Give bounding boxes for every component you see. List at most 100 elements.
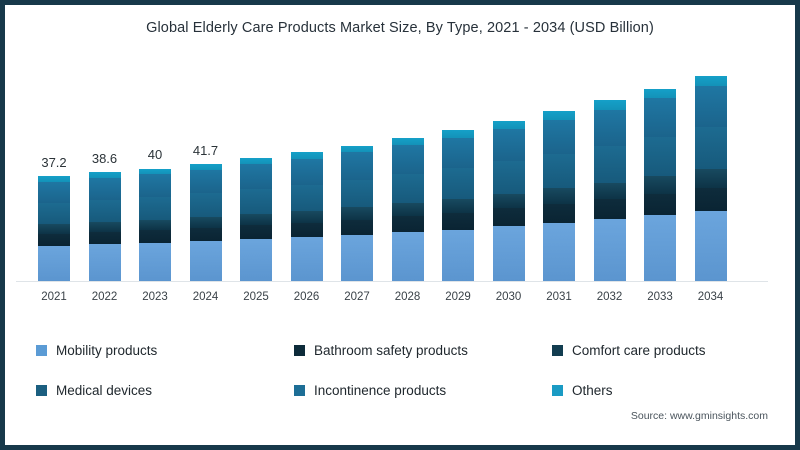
bar-segment[interactable] xyxy=(189,163,222,170)
bar-segment[interactable] xyxy=(391,203,424,217)
bar-segment[interactable] xyxy=(593,182,626,200)
legend-item-mobility-products[interactable]: Mobility products xyxy=(36,343,294,358)
bar-segment[interactable] xyxy=(88,222,121,233)
legend-item-comfort-care-products[interactable]: Comfort care products xyxy=(552,343,766,358)
bar-segment[interactable] xyxy=(644,98,676,137)
bar-segment[interactable] xyxy=(341,207,373,220)
bar-segment[interactable] xyxy=(694,187,727,211)
bar-segment[interactable] xyxy=(492,161,525,194)
stacked-bar[interactable] xyxy=(38,176,70,281)
bar-segment[interactable] xyxy=(139,196,171,220)
bar-segment[interactable] xyxy=(341,145,373,153)
bar-segment[interactable] xyxy=(240,214,272,226)
bar-segment[interactable] xyxy=(240,158,272,165)
bar-segment[interactable] xyxy=(139,242,171,281)
bar-segment[interactable] xyxy=(88,244,121,281)
bar-segment[interactable] xyxy=(492,208,525,227)
bar-segment[interactable] xyxy=(290,210,323,223)
bar-segment[interactable] xyxy=(543,203,575,224)
bar-segment[interactable] xyxy=(341,234,373,281)
bar-segment[interactable] xyxy=(139,230,171,243)
stacked-bar[interactable] xyxy=(139,168,171,281)
bar-segment[interactable] xyxy=(391,145,424,175)
bar-segment[interactable] xyxy=(644,215,676,281)
bar-segment[interactable] xyxy=(593,219,626,281)
bar-segment[interactable] xyxy=(139,219,171,231)
bar-segment[interactable] xyxy=(38,224,70,234)
bar-segment[interactable] xyxy=(442,137,474,168)
bar-segment[interactable] xyxy=(341,152,373,180)
bar-segment[interactable] xyxy=(543,119,575,154)
bar-segment[interactable] xyxy=(38,245,70,281)
bar-segment[interactable] xyxy=(543,153,575,189)
stacked-bar[interactable] xyxy=(341,145,373,281)
bar-segment[interactable] xyxy=(644,176,676,194)
bar-segment[interactable] xyxy=(88,232,121,245)
legend-item-incontinence-products[interactable]: Incontinence products xyxy=(294,383,552,398)
bar-segment[interactable] xyxy=(442,229,474,281)
bar-segment[interactable] xyxy=(442,212,474,230)
bar-segment[interactable] xyxy=(492,226,525,281)
stacked-bar[interactable] xyxy=(290,152,323,281)
bar-segment[interactable] xyxy=(694,127,727,170)
bar-segment[interactable] xyxy=(38,181,70,203)
bar-segment[interactable] xyxy=(240,164,272,190)
bar-segment[interactable] xyxy=(189,217,222,228)
legend-item-medical-devices[interactable]: Medical devices xyxy=(36,383,294,398)
bar-segment[interactable] xyxy=(593,145,626,183)
bar-segment[interactable] xyxy=(290,237,323,281)
bar-segment[interactable] xyxy=(694,86,727,128)
bar-segment[interactable] xyxy=(341,219,373,235)
bar-segment[interactable] xyxy=(442,167,474,199)
bar-segment[interactable] xyxy=(88,178,121,200)
bar-segment[interactable] xyxy=(492,121,525,130)
bar-segment[interactable] xyxy=(38,202,70,225)
bar-segment[interactable] xyxy=(644,88,676,99)
bar-segment[interactable] xyxy=(139,173,171,197)
bar-segment[interactable] xyxy=(88,172,121,179)
stacked-bar[interactable] xyxy=(492,121,525,281)
bar-segment[interactable] xyxy=(38,233,70,246)
bar-segment[interactable] xyxy=(240,239,272,281)
bar-segment[interactable] xyxy=(694,169,727,188)
bar-segment[interactable] xyxy=(189,169,222,194)
stacked-bar[interactable] xyxy=(391,138,424,281)
bar-segment[interactable] xyxy=(492,193,525,209)
bar-segment[interactable] xyxy=(442,198,474,213)
bar-segment[interactable] xyxy=(593,109,626,146)
bar-segment[interactable] xyxy=(543,111,575,120)
bar-segment[interactable] xyxy=(694,210,727,281)
bar-segment[interactable] xyxy=(391,138,424,146)
bar-segment[interactable] xyxy=(543,188,575,204)
bar-segment[interactable] xyxy=(543,223,575,281)
stacked-bar[interactable] xyxy=(189,163,222,281)
bar-segment[interactable] xyxy=(644,136,676,177)
bar-segment[interactable] xyxy=(38,176,70,182)
bar-segment[interactable] xyxy=(644,193,676,216)
bar-segment[interactable] xyxy=(442,130,474,138)
bar-segment[interactable] xyxy=(189,227,222,242)
stacked-bar[interactable] xyxy=(543,111,575,281)
bar-segment[interactable] xyxy=(391,216,424,233)
stacked-bar[interactable] xyxy=(694,75,727,281)
bar-segment[interactable] xyxy=(341,179,373,208)
stacked-bar[interactable] xyxy=(593,100,626,281)
bar-segment[interactable] xyxy=(391,174,424,204)
bar-segment[interactable] xyxy=(189,241,222,281)
bar-segment[interactable] xyxy=(593,199,626,220)
bar-segment[interactable] xyxy=(593,100,626,110)
bar-segment[interactable] xyxy=(88,200,121,223)
bar-segment[interactable] xyxy=(290,152,323,159)
bar-segment[interactable] xyxy=(240,225,272,240)
bar-segment[interactable] xyxy=(240,189,272,215)
bar-segment[interactable] xyxy=(290,158,323,185)
stacked-bar[interactable] xyxy=(442,130,474,281)
stacked-bar[interactable] xyxy=(240,158,272,281)
legend-item-others[interactable]: Others xyxy=(552,383,766,398)
legend-item-bathroom-safety-products[interactable]: Bathroom safety products xyxy=(294,343,552,358)
bar-segment[interactable] xyxy=(189,193,222,218)
stacked-bar[interactable] xyxy=(644,88,676,281)
bar-segment[interactable] xyxy=(139,168,171,174)
bar-segment[interactable] xyxy=(694,75,727,87)
bar-segment[interactable] xyxy=(290,222,323,238)
